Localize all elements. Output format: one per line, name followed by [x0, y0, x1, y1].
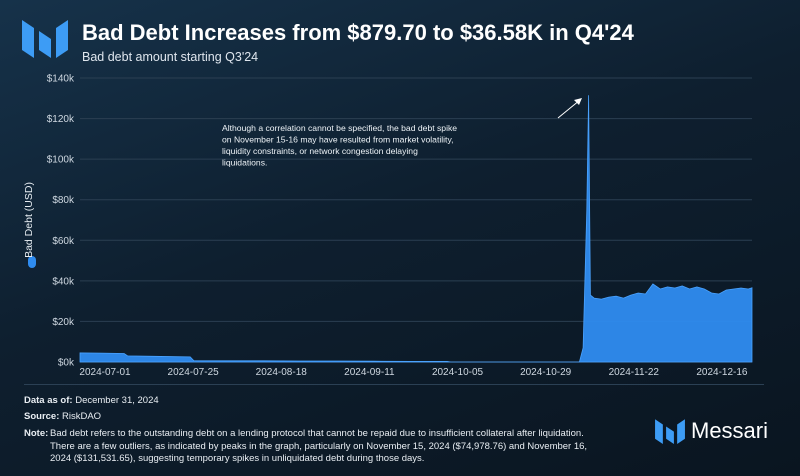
x-tick-label: 2024-07-01 [79, 367, 131, 378]
legend-marker [28, 256, 36, 268]
note-text: Bad debt refers to the outstanding debt … [50, 428, 588, 464]
source-value: RiskDAO [62, 411, 102, 422]
y-tick-label: $80k [52, 195, 75, 206]
annotation-arrow [557, 99, 581, 119]
y-tick-label: $120k [47, 114, 75, 125]
x-tick-label: 2024-09-11 [344, 367, 395, 378]
bad-debt-chart: $0k $20k $40k $60k $80k $100k $120k $140k 2024-0… [23, 74, 753, 378]
annotation-text: Although a correlation cannot be specifi… [222, 123, 457, 168]
footnote: Note: Bad debt refers to the outstanding… [24, 428, 604, 466]
chart-title: Bad Debt Increases from $879.70 to $36.5… [82, 20, 634, 45]
x-tick-label: 2024-07-25 [168, 367, 220, 378]
note-label: Note: [24, 428, 49, 439]
brand: Messari [655, 418, 768, 444]
messari-logo-icon [22, 20, 68, 58]
x-tick-label: 2024-10-29 [520, 367, 572, 378]
data-as-of-label: Data as of: [24, 395, 73, 406]
y-tick-label: $100k [47, 155, 75, 166]
source: Source: RiskDAO [24, 410, 101, 423]
footer-divider [24, 384, 764, 385]
y-tick-label: $20k [52, 317, 75, 328]
x-tick-label: 2024-10-05 [432, 367, 484, 378]
y-axis-label: Bad Debt (USD) [23, 182, 35, 258]
bad-debt-area [79, 95, 753, 363]
messari-brand-icon [655, 419, 685, 444]
x-tick-label: 2024-08-18 [256, 367, 308, 378]
y-tick-label: $60k [52, 236, 75, 247]
y-tick-label: $0k [58, 358, 75, 369]
data-as-of: Data as of: December 31, 2024 [24, 394, 159, 407]
data-as-of-value: December 31, 2024 [75, 395, 159, 406]
source-label: Source: [24, 411, 60, 422]
chart-subtitle: Bad debt amount starting Q3'24 [82, 50, 259, 64]
y-tick-label: $40k [52, 276, 75, 287]
annotation-arrowhead [574, 98, 582, 105]
brand-name: Messari [691, 418, 769, 443]
x-tick-label: 2024-11-22 [609, 367, 660, 378]
x-tick-label: 2024-12-16 [696, 367, 748, 378]
y-tick-label: $140k [47, 74, 75, 85]
